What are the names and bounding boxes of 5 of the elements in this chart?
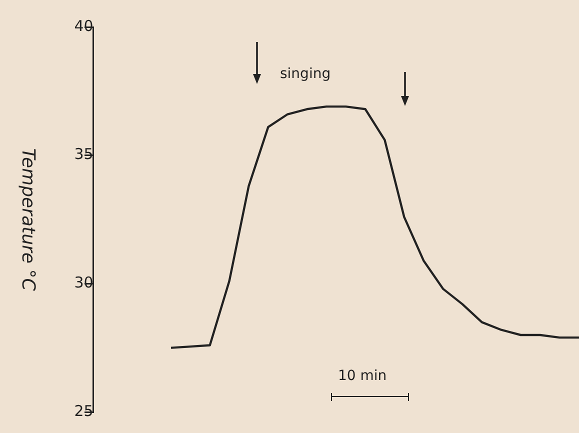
annotation: 10 min bbox=[338, 368, 387, 384]
y-tick-label: 35 bbox=[74, 145, 94, 164]
y-tick-label: 25 bbox=[74, 402, 94, 420]
annotation: singing bbox=[280, 66, 331, 82]
y-axis-title: Temperature °C bbox=[18, 148, 39, 292]
